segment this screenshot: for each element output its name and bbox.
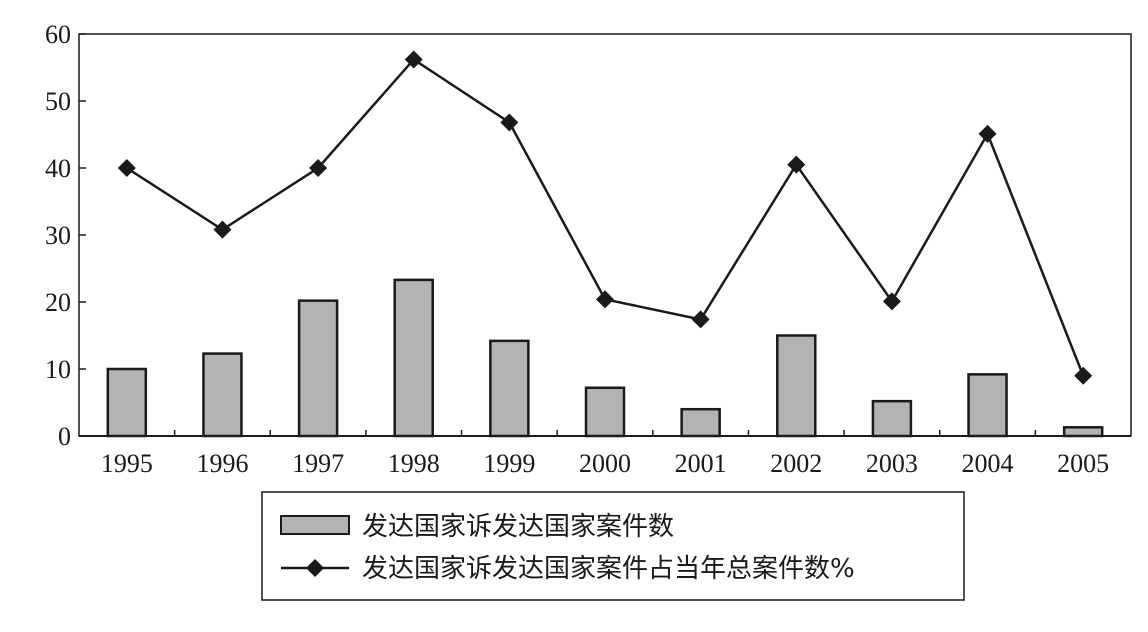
x-tick-label: 2005 (1057, 449, 1109, 478)
y-tick-label: 60 (45, 20, 71, 49)
line-point-1999 (500, 113, 519, 132)
line-point-1996 (213, 220, 232, 239)
legend-label-line: 发达国家诉发达国家案件占当年总案件数% (362, 554, 855, 584)
axes-layer: 0 10 20 30 40 50 60 1995 1996 1997 1998 1999 2000 200… (45, 20, 1132, 478)
bar-2003 (871, 399, 913, 438)
legend-label-bars: 发达国家诉发达国家案件数 (362, 512, 674, 542)
line-layer (117, 50, 1093, 385)
bar-2002 (776, 334, 817, 438)
bar-2000 (584, 386, 626, 438)
y-tick-label: 50 (45, 87, 71, 116)
bar-1999 (489, 339, 530, 438)
legend: 发达国家诉发达国家案件数 发达国家诉发达国家案件占当年总案件数% (261, 491, 965, 601)
x-tick-label: 2002 (770, 449, 822, 478)
x-tick-label: 1997 (292, 449, 344, 478)
bar-1998 (393, 278, 434, 438)
line-point-2001 (691, 310, 710, 329)
y-tick-label: 30 (45, 221, 71, 250)
bars-layer (106, 278, 1104, 438)
x-tick-label: 2000 (579, 449, 631, 478)
bar-2005 (1062, 426, 1104, 438)
percentage-line (126, 57, 1085, 377)
x-tick-label: 1998 (388, 449, 440, 478)
y-tick-label: 0 (58, 422, 71, 451)
legend-diamond-marker (306, 559, 324, 577)
bar-1997 (297, 299, 339, 438)
bar-1996 (202, 352, 243, 438)
legend-bar-swatch (280, 515, 350, 535)
y-tick-label: 40 (45, 154, 71, 183)
line-point-2000 (596, 290, 614, 309)
y-tick-label: 20 (45, 288, 71, 317)
line-point-2004 (978, 124, 997, 143)
x-tick-label: 2004 (962, 449, 1014, 478)
line-point-2003 (882, 292, 901, 311)
line-point-2005 (1074, 366, 1093, 385)
legend-box (261, 491, 965, 601)
x-tick-label: 2001 (675, 449, 727, 478)
bar-2004 (967, 373, 1008, 438)
x-tick-label: 1999 (483, 449, 535, 478)
bar-1995 (106, 367, 148, 438)
x-tick-label: 2003 (866, 449, 918, 478)
line-point-2002 (787, 155, 806, 174)
bar-2001 (680, 407, 721, 438)
y-tick-label: 10 (45, 355, 71, 384)
x-tick-label: 1996 (196, 449, 248, 478)
line-point-1995 (117, 159, 136, 177)
x-tick-label: 1995 (101, 449, 153, 478)
line-point-1997 (309, 159, 328, 177)
line-point-1998 (404, 50, 423, 69)
